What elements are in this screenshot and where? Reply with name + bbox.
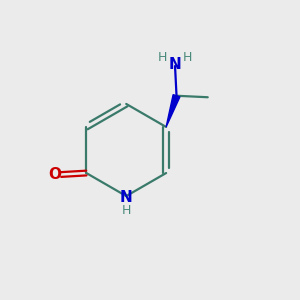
Text: H: H (122, 204, 131, 217)
Text: N: N (120, 190, 133, 205)
Text: H: H (183, 51, 192, 64)
Text: O: O (48, 167, 61, 182)
Polygon shape (166, 94, 180, 127)
Text: N: N (169, 57, 182, 72)
Text: H: H (158, 51, 167, 64)
